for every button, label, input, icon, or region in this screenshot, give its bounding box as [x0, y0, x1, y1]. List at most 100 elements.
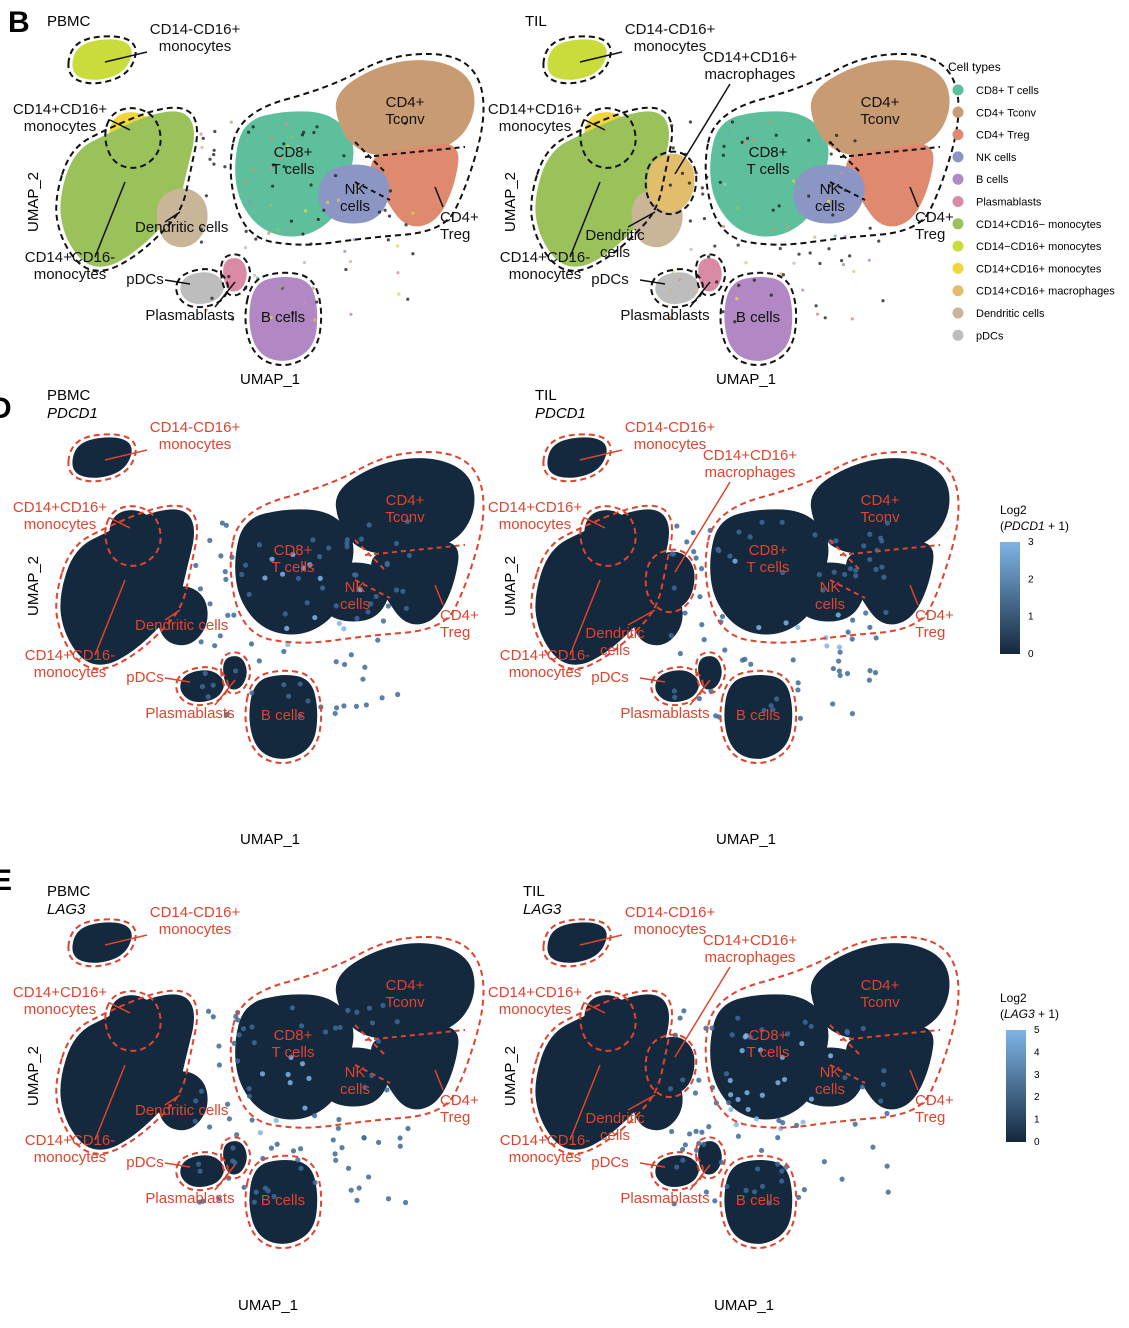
cell-point	[684, 539, 690, 545]
legend-label: CD4+ Tconv	[976, 107, 1037, 119]
cell-point	[829, 152, 833, 156]
cell-point	[287, 1080, 293, 1086]
cell-point	[733, 320, 737, 324]
cell-point	[315, 125, 319, 129]
cell-point	[312, 130, 316, 135]
cell-point	[193, 562, 199, 569]
cell-point	[300, 133, 305, 137]
cell-point	[700, 186, 704, 190]
cell-point	[679, 1146, 686, 1153]
cell-point	[735, 1133, 742, 1139]
label-plasmablasts-line: Plasmablasts	[145, 307, 234, 324]
label-plasmablasts: Plasmablasts	[620, 1190, 709, 1207]
leader-line	[164, 677, 191, 683]
cell-point	[296, 145, 300, 149]
cell-point	[752, 278, 756, 282]
cell-point	[701, 637, 707, 643]
cluster-nk	[793, 562, 865, 622]
cell-point	[827, 1053, 834, 1059]
legend-label: CD14−CD16+ monocytes	[976, 241, 1102, 253]
label-cd14p-cd16n-mono-line: CD14+CD16-	[25, 647, 115, 664]
label-nk: NK cells	[815, 1064, 845, 1098]
label-pdcs: pDCs	[591, 669, 629, 686]
cell-point	[230, 1145, 236, 1151]
label-macrophages: CD14+CD16+ macrophages	[703, 932, 797, 966]
cell-point	[739, 1048, 745, 1054]
cell-point	[797, 715, 803, 721]
cell-point	[193, 1098, 199, 1104]
leader-line	[104, 934, 148, 946]
label-cd8-line: CD8+	[274, 1027, 313, 1044]
cell-point	[315, 300, 319, 304]
cell-point	[348, 259, 353, 264]
cell-point	[251, 1040, 257, 1046]
cluster-pdc	[655, 272, 699, 304]
legend-label: Plasmablasts	[976, 197, 1042, 209]
cell-point	[291, 311, 295, 315]
leader-line	[909, 1069, 919, 1091]
leader-line	[434, 186, 444, 208]
cell-point	[777, 209, 781, 213]
cell-point	[706, 255, 711, 259]
legend-title: Cell types	[948, 60, 1001, 74]
cell-point	[814, 304, 818, 308]
label-bcells-line: B cells	[261, 309, 305, 326]
cluster-pdc	[655, 1155, 699, 1187]
cell-point	[671, 146, 675, 150]
label-treg-line: CD4+	[440, 607, 479, 624]
cell-point	[406, 552, 413, 559]
legend-swatch	[952, 129, 964, 141]
cell-point	[336, 620, 342, 627]
cell-point	[229, 1158, 236, 1164]
cell-point	[204, 194, 208, 198]
cell-point	[782, 298, 786, 302]
cell-point	[380, 1002, 386, 1008]
cell-point	[317, 554, 323, 560]
cell-point	[867, 556, 873, 563]
label-cd14p-cd16p-mono-line: monocytes	[499, 1001, 572, 1018]
cell-point	[820, 587, 826, 593]
label-treg: CD4+ Treg	[440, 607, 479, 641]
cell-point	[718, 180, 722, 184]
cell-point	[680, 1157, 686, 1163]
label-cd8: CD8+ T cells	[746, 1027, 789, 1061]
cell-point	[827, 247, 831, 251]
cell-point	[267, 231, 271, 235]
cell-point	[884, 1110, 890, 1117]
cell-point	[366, 1174, 372, 1180]
label-nk-line: cells	[815, 596, 845, 613]
cell-point	[723, 182, 727, 186]
cell-point	[839, 1176, 845, 1182]
d-right-ylabel: UMAP_2	[502, 556, 519, 616]
cell-point	[197, 1168, 203, 1174]
cell-point	[316, 217, 320, 222]
cell-point	[270, 136, 274, 140]
cell-point	[216, 1062, 223, 1068]
cell-point	[290, 551, 296, 558]
cell-point	[339, 1145, 345, 1151]
cell-point	[230, 317, 235, 321]
cell-point	[344, 267, 348, 272]
label-cd14p-cd16p-mono-line: CD14+CD16+	[488, 101, 582, 118]
cell-point	[234, 1132, 240, 1138]
label-treg-line: Treg	[440, 1109, 470, 1126]
cell-point	[671, 585, 677, 591]
cell-point	[709, 1025, 715, 1031]
cluster-dendritic	[156, 188, 208, 248]
label-nk-line: NK	[820, 579, 841, 596]
cell-point	[210, 682, 216, 688]
outline-plasma	[220, 253, 252, 297]
label-cd14n-cd16p-mono: CD14-CD16+ monocytes	[150, 904, 241, 938]
cell-point	[699, 622, 705, 628]
label-macrophages-line: CD14+CD16+	[703, 932, 797, 949]
leader-line	[214, 281, 236, 308]
cell-point	[742, 1034, 748, 1040]
label-cd8: CD8+ T cells	[271, 1027, 314, 1061]
cell-point	[824, 643, 830, 649]
cell-point	[223, 165, 227, 169]
cell-point	[330, 1137, 336, 1143]
cell-point	[884, 1163, 890, 1169]
cell-point	[759, 1092, 765, 1098]
label-cd14p-cd16n-mono: CD14+CD16-monocytes	[500, 1132, 590, 1166]
cell-point	[885, 1189, 891, 1195]
